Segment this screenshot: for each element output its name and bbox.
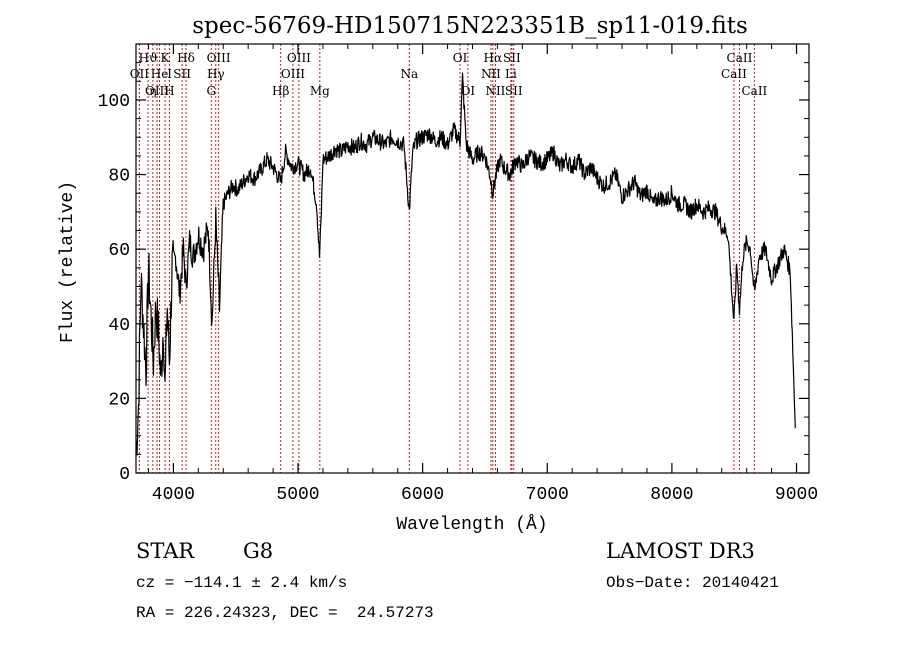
y-tick-label: 40 <box>108 316 130 336</box>
obs-date: Obs−Date: 20140421 <box>606 574 779 592</box>
x-tick-label: 6000 <box>401 485 444 505</box>
x-tick-label: 9000 <box>775 485 818 505</box>
x-axis-label: Wavelength (Å) <box>396 514 547 535</box>
y-tick-label: 20 <box>108 390 130 410</box>
chart-title: spec-56769-HD150715N223351B_sp11-019.fit… <box>192 13 748 39</box>
object-type: STAR <box>136 539 195 563</box>
line-label: Hδ <box>177 51 195 65</box>
line-label: OIII <box>281 67 305 81</box>
line-label: OIII <box>207 51 231 65</box>
y-axis: 0 20 40 60 80 100 <box>98 62 809 485</box>
redshift-cz: cz = −114.1 ± 2.4 km/s <box>136 574 348 592</box>
line-label: OIII <box>287 51 311 65</box>
line-label: OII <box>130 67 150 81</box>
line-label: OIII <box>145 84 169 98</box>
y-axis-label: Flux (relative) <box>58 181 78 343</box>
line-label: η <box>149 84 156 98</box>
x-tick-label: 4000 <box>152 485 195 505</box>
x-tick-label: 5000 <box>276 485 319 505</box>
line-markers <box>138 44 755 473</box>
line-label: Hγ <box>207 67 225 81</box>
x-axis: 4000 5000 6000 7000 8000 9000 <box>147 44 818 505</box>
line-label: NII <box>485 84 505 98</box>
line-label: Hβ <box>272 84 289 98</box>
line-label: Li <box>505 67 517 81</box>
line-label: SII <box>173 67 191 81</box>
line-label: Na <box>400 67 418 81</box>
survey-name: LAMOST DR3 <box>606 539 755 563</box>
line-label: CaII <box>727 51 753 65</box>
coordinates: RA = 226.24323, DEC = 24.57273 <box>136 604 434 622</box>
line-label: NII <box>481 67 501 81</box>
line-label: SII <box>503 51 521 65</box>
line-label: SII <box>505 84 523 98</box>
y-tick-label: 100 <box>98 92 130 112</box>
line-label: K <box>161 51 171 65</box>
y-tick-label: 80 <box>108 167 130 187</box>
spectrum-chart: spec-56769-HD150715N223351B_sp11-019.fit… <box>58 13 818 535</box>
spectrum-line <box>135 72 796 456</box>
x-tick-label: 8000 <box>650 485 693 505</box>
y-tick-label: 0 <box>119 465 130 485</box>
line-label: CaII <box>741 84 767 98</box>
plot-frame <box>135 43 810 474</box>
line-label: OI <box>461 84 476 98</box>
line-label: H <box>164 84 174 98</box>
line-label: OI <box>453 51 468 65</box>
y-tick-label: 60 <box>108 241 130 261</box>
line-label: G <box>206 84 216 98</box>
line-label: CaII <box>721 67 747 81</box>
line-label: I <box>167 67 172 81</box>
subclass: G8 <box>243 539 274 563</box>
x-tick-label: 7000 <box>526 485 569 505</box>
line-label: Mg <box>310 84 330 98</box>
line-label: Hϑ <box>139 51 158 65</box>
line-label: Hα <box>484 51 503 65</box>
line-label: He <box>151 67 169 81</box>
